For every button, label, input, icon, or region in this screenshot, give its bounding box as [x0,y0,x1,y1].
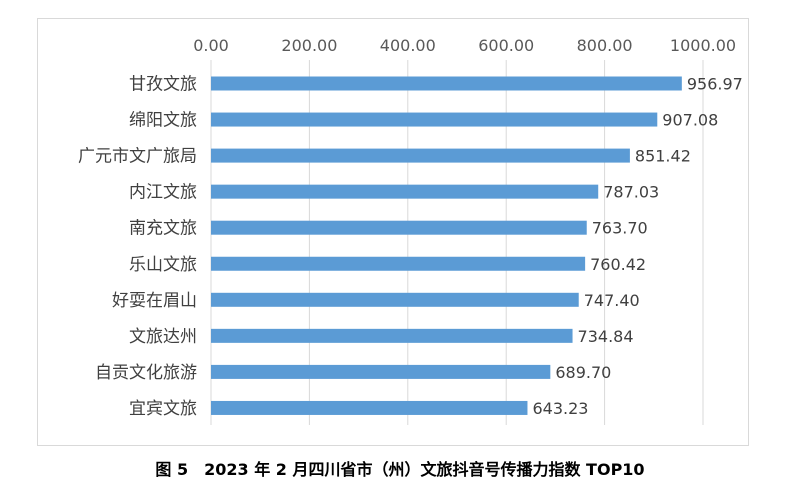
bar [211,364,551,379]
category-label: 绵阳文旅 [129,111,197,131]
category-label: 好耍在眉山 [112,291,197,311]
data-label: 763.70 [592,219,648,238]
data-label: 643.23 [532,399,588,418]
x-tick-label: 400.00 [380,36,436,55]
data-label: 760.42 [590,255,646,274]
data-label: 689.70 [555,363,611,382]
data-label: 747.40 [584,291,640,310]
x-tick-label: 0.00 [193,36,229,55]
x-tick-label: 1000.00 [670,36,736,55]
bar [211,220,587,235]
category-label: 文旅达州 [129,327,197,347]
bar [211,184,599,199]
bar [211,328,573,343]
data-label: 734.84 [578,327,634,346]
data-label: 787.03 [603,183,659,202]
category-label: 宜宾文旅 [129,399,197,419]
bar [211,76,682,91]
bar [211,112,658,127]
data-label: 956.97 [687,75,743,94]
bar [211,400,528,415]
x-tick-label: 600.00 [478,36,534,55]
x-tick-label: 200.00 [281,36,337,55]
category-label: 乐山文旅 [129,255,197,275]
bar-chart: 0.00 200.00 400.00 600.00 800.00 1000.00 甘孜文旅 9… [78,36,743,425]
category-label: 南充文旅 [129,219,197,239]
category-label: 内江文旅 [129,183,197,203]
data-label: 907.08 [662,111,718,130]
category-label: 广元市文广旅局 [78,147,197,167]
figure-caption: 图 5 2023 年 2 月四川省市（州）文旅抖音号传播力指数 TOP10 [155,460,645,479]
x-tick-label: 800.00 [577,36,633,55]
data-label: 851.42 [635,147,691,166]
bar [211,256,586,271]
bar [211,292,579,307]
category-label: 自贡文化旅游 [95,363,197,383]
category-label: 甘孜文旅 [129,75,197,95]
bar [211,148,630,163]
